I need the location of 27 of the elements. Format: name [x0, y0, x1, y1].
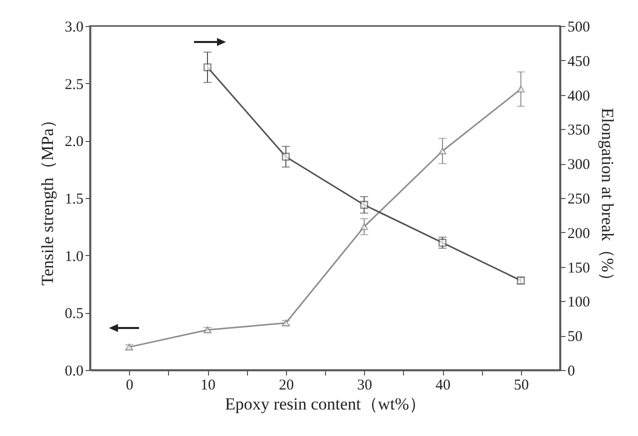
y2-tick-label: 500 — [568, 20, 590, 36]
x-tick-label: 20 — [278, 378, 294, 394]
y-tick-label: 0.5 — [64, 306, 84, 322]
y-tick-label: 0.0 — [64, 364, 84, 380]
y2-tick-label: 250 — [568, 192, 590, 208]
y2-tick-label: 400 — [568, 88, 590, 104]
x-tick-label: 40 — [436, 378, 450, 394]
y2-axis-title: Elongation at break（%） — [598, 108, 617, 290]
y-tick-label: 3.0 — [64, 20, 84, 36]
y2-tick-label: 300 — [568, 157, 590, 174]
y2-tick-label: 0 — [568, 364, 575, 380]
x-tick-label: 10 — [200, 378, 216, 394]
y-tick-label: 1.0 — [64, 248, 84, 265]
y-tick-label: 2.5 — [64, 76, 84, 93]
x-tick-label: 30 — [357, 378, 372, 394]
y2-tick-label: 150 — [568, 260, 590, 276]
y2-tick-label: 200 — [568, 226, 590, 242]
y2-tick-label: 450 — [568, 54, 590, 70]
y2-tick-label: 50 — [568, 329, 582, 346]
x-tick-label: 50 — [514, 378, 529, 394]
y-tick-label: 1.5 — [64, 192, 84, 208]
y-axis-title: Tensile strength（MPa） — [38, 112, 57, 286]
y2-tick-label: 350 — [568, 122, 590, 139]
y-tick-label: 2.0 — [64, 134, 84, 150]
x-axis-title: Epoxy resin content（wt%） — [224, 394, 426, 414]
y2-tick-label: 100 — [568, 294, 590, 311]
x-tick-label: 0 — [126, 378, 134, 394]
